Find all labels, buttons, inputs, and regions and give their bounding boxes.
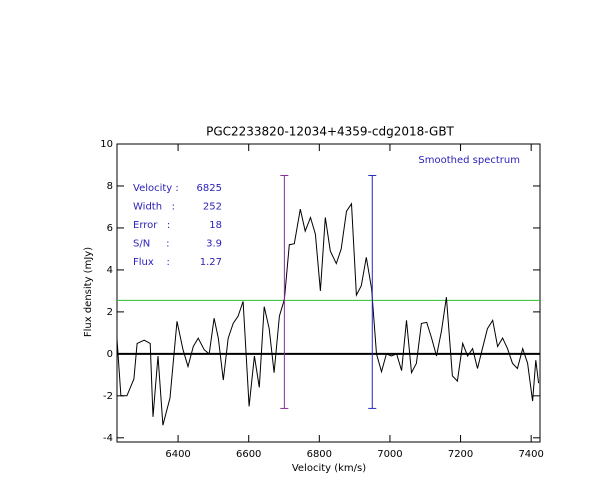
- x-axis-label: Velocity (km/s): [292, 463, 366, 474]
- annotation-label: Width :: [133, 202, 175, 213]
- x-tick-label: 6600: [236, 449, 261, 460]
- note: Smoothed spectrum: [418, 155, 520, 166]
- annotation-label: Error :: [133, 220, 170, 231]
- spectrum-line: [116, 202, 540, 426]
- annotation-value: 1.27: [200, 257, 222, 268]
- plot-frame: [116, 143, 541, 443]
- x-tick-label: 7000: [377, 449, 402, 460]
- annotation-value: 3.9: [206, 239, 222, 250]
- y-tick-label: 4: [107, 265, 113, 276]
- chart-title: PGC2233820-12034+4359-cdg2018-GBT: [206, 125, 454, 139]
- y-axis-label: Flux density (mJy): [83, 247, 94, 337]
- annotation-value: 6825: [197, 183, 222, 194]
- y-tick-label: 8: [107, 181, 113, 192]
- y-tick-label: -4: [103, 433, 113, 444]
- y-tick-label: 0: [107, 349, 113, 360]
- x-tick-label: 7200: [448, 449, 473, 460]
- y-tick-label: 2: [107, 307, 113, 318]
- y-tick-label: 6: [107, 223, 113, 234]
- annotation-value: 252: [203, 202, 222, 213]
- annotation-label: Flux :: [133, 257, 170, 268]
- annotation-value: 18: [209, 220, 222, 231]
- y-tick-label: -2: [103, 391, 113, 402]
- annotation-label: S/N :: [133, 239, 169, 250]
- x-tick-label: 6800: [307, 449, 332, 460]
- x-tick-label: 7400: [518, 449, 543, 460]
- annotation-label: Velocity :: [133, 183, 179, 194]
- x-tick-label: 6400: [165, 449, 190, 460]
- y-tick-label: 10: [100, 139, 113, 150]
